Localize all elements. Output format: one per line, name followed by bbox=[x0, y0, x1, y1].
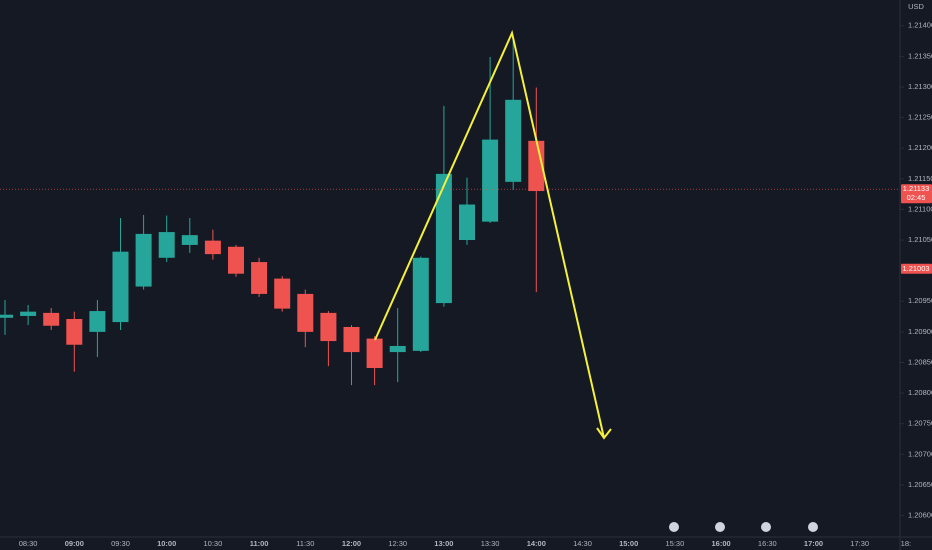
candle-body bbox=[482, 139, 499, 222]
candle-body bbox=[0, 314, 13, 318]
candle-body bbox=[158, 232, 175, 258]
candle-body bbox=[89, 311, 106, 332]
marker-label-box bbox=[901, 263, 932, 274]
y-tick-label: 1.21050 bbox=[908, 235, 932, 244]
candle-body bbox=[228, 246, 244, 274]
x-tick-label: 11:30 bbox=[296, 539, 314, 548]
candle-body bbox=[274, 278, 291, 309]
y-tick-label: 1.21350 bbox=[908, 51, 932, 60]
event-icon bbox=[669, 522, 679, 532]
event-icon bbox=[761, 522, 771, 532]
x-tick-label: 12:30 bbox=[388, 539, 407, 548]
x-tick-label: 09:30 bbox=[111, 539, 130, 548]
candle-body bbox=[204, 240, 221, 255]
marker-label: 1.21003 bbox=[902, 264, 929, 273]
x-tick-label: 13:00 bbox=[434, 539, 453, 548]
y-tick-label: 1.20800 bbox=[908, 388, 932, 397]
y-tick-label: 1.20950 bbox=[908, 296, 932, 305]
candle-body bbox=[435, 173, 452, 304]
x-tick-label: 16:00 bbox=[712, 539, 731, 548]
candle-body bbox=[251, 262, 268, 294]
plot-area bbox=[0, 39, 545, 386]
candle-body bbox=[66, 319, 83, 345]
candle-body bbox=[366, 338, 383, 369]
candle-body bbox=[412, 257, 429, 351]
candle-body bbox=[181, 235, 198, 245]
y-tick-label: 1.21200 bbox=[908, 143, 932, 152]
x-tick-label: 16:30 bbox=[758, 539, 777, 548]
x-tick-label: 18: bbox=[901, 539, 911, 548]
candle-body bbox=[320, 312, 337, 342]
y-tick-label: 1.20750 bbox=[908, 419, 932, 428]
price-label-box bbox=[901, 184, 932, 204]
y-tick-label: 1.20600 bbox=[908, 511, 932, 520]
candle-body bbox=[389, 345, 406, 353]
y-tick-label: 1.21100 bbox=[908, 204, 932, 213]
candle-body bbox=[297, 293, 314, 332]
drawing-line bbox=[374, 29, 605, 439]
x-tick-label: 17:00 bbox=[804, 539, 823, 548]
event-icon bbox=[715, 522, 725, 532]
y-tick-label: 1.20650 bbox=[908, 480, 932, 489]
x-tick-label: 14:00 bbox=[527, 539, 546, 548]
x-tick-label: 13:30 bbox=[481, 539, 500, 548]
x-tick-label: 09:00 bbox=[65, 539, 84, 548]
currency-label: USD bbox=[908, 2, 924, 11]
candle-body bbox=[20, 311, 37, 316]
candle-body bbox=[505, 99, 522, 182]
x-tick-label: 12:00 bbox=[342, 539, 361, 548]
x-tick-label: 08:30 bbox=[19, 539, 38, 548]
y-tick-label: 1.21250 bbox=[908, 113, 932, 122]
candle-body bbox=[459, 204, 475, 241]
x-tick-label: 15:30 bbox=[666, 539, 685, 548]
price-countdown: 02:45 bbox=[907, 193, 926, 202]
y-tick-label: 1.21150 bbox=[908, 174, 932, 183]
candle-body bbox=[43, 312, 60, 326]
candle-body bbox=[112, 251, 129, 323]
candle-body bbox=[343, 326, 360, 353]
y-tick-label: 1.20900 bbox=[908, 327, 932, 336]
x-tick-label: 14:30 bbox=[573, 539, 592, 548]
x-tick-label: 10:30 bbox=[204, 539, 223, 548]
y-tick-label: 1.21300 bbox=[908, 82, 932, 91]
x-tick-label: 10:00 bbox=[157, 539, 176, 548]
price-label: 1.21133 bbox=[903, 184, 930, 193]
event-icons bbox=[669, 522, 818, 532]
y-tick-label: 1.20700 bbox=[908, 449, 932, 458]
x-tick-label: 17:30 bbox=[850, 539, 869, 548]
x-tick-label: 15:00 bbox=[619, 539, 638, 548]
y-tick-label: 1.20850 bbox=[908, 357, 932, 366]
event-icon bbox=[808, 522, 818, 532]
x-tick-label: 11:00 bbox=[250, 539, 269, 548]
candle-body bbox=[135, 233, 152, 287]
drawing-arrowhead bbox=[596, 427, 612, 440]
